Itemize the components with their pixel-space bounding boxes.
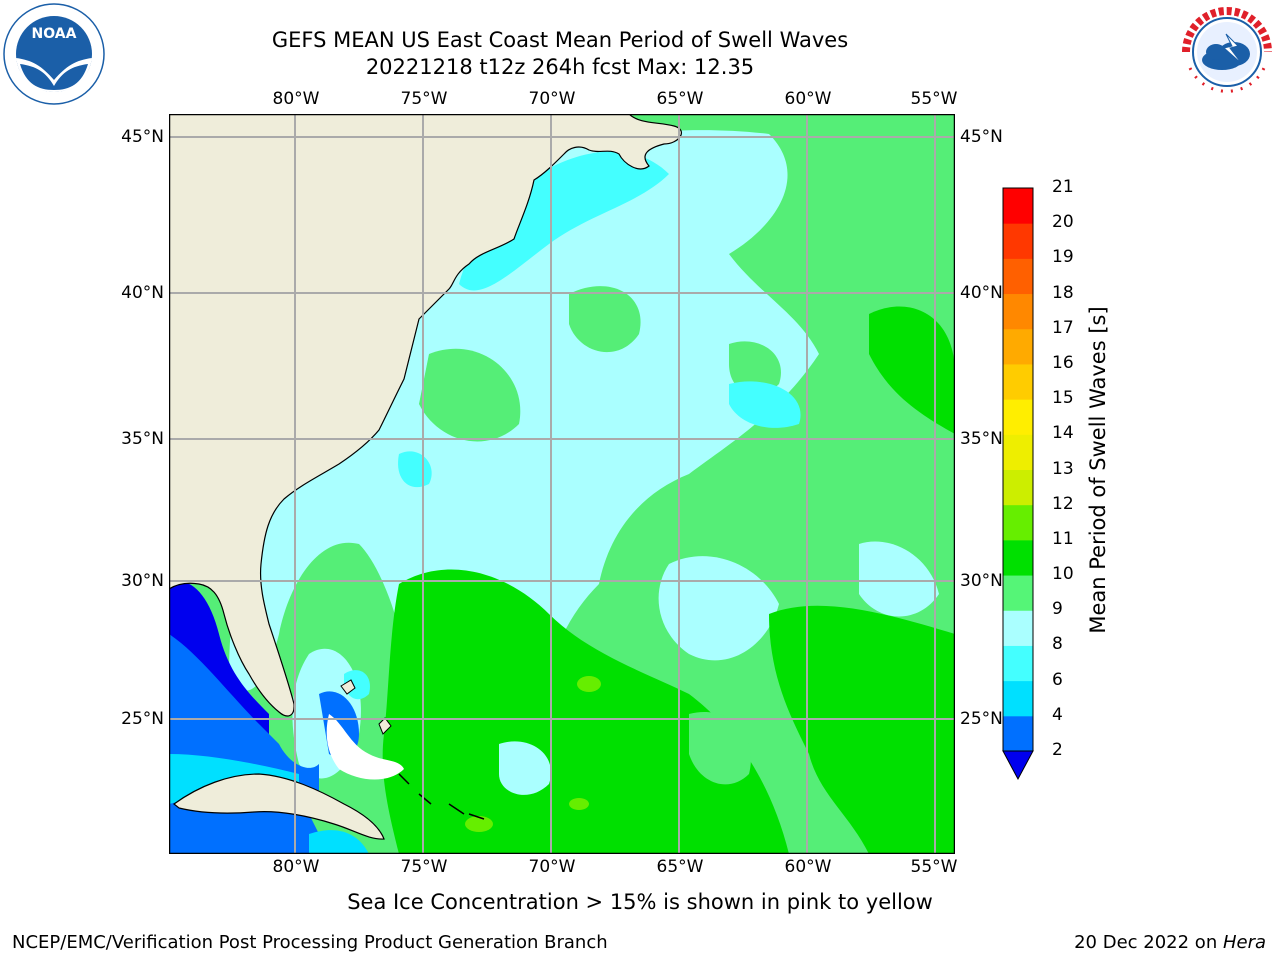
lat-label-right: 40°N bbox=[960, 283, 1003, 303]
colorbar-tick-label: 17 bbox=[1052, 317, 1074, 338]
colorbar-tick-label: 20 bbox=[1052, 212, 1074, 233]
lat-label-left: 25°N bbox=[121, 709, 164, 729]
colorbar-tick-label: 16 bbox=[1052, 352, 1074, 373]
swell-zone-8-9s bbox=[859, 541, 939, 617]
lon-label-top: 70°W bbox=[528, 89, 576, 109]
colorbar-swatch bbox=[1003, 469, 1033, 506]
lat-label-right: 30°N bbox=[960, 571, 1003, 591]
noaa-logo: NOAA bbox=[2, 2, 106, 110]
colorbar-tick-label: 18 bbox=[1052, 282, 1074, 303]
swell-zone-8-9s bbox=[229, 130, 819, 722]
lon-label-bottom: 60°W bbox=[784, 857, 832, 877]
footer-organization: NCEP/EMC/Verification Post Processing Pr… bbox=[12, 932, 608, 953]
colorbar-swatch bbox=[1003, 328, 1033, 365]
nws-logo bbox=[1176, 2, 1278, 106]
colorbar-tick-label: 10 bbox=[1052, 564, 1074, 585]
colorbar-tick-label: 19 bbox=[1052, 247, 1074, 268]
lat-label-right: 45°N bbox=[960, 127, 1003, 147]
colorbar-tick-label: 2 bbox=[1052, 740, 1063, 760]
swell-zone-9-10s bbox=[419, 348, 521, 442]
lon-label-bottom: 55°W bbox=[910, 857, 958, 877]
colorbar-under-arrow bbox=[1002, 750, 1034, 781]
lon-label-top: 65°W bbox=[656, 89, 704, 109]
colorbar-tick-label: 12 bbox=[1052, 493, 1074, 514]
noaa-logo-text: NOAA bbox=[32, 26, 77, 42]
swell-zone-blank bbox=[326, 714, 404, 780]
colorbar-swatch bbox=[1003, 223, 1033, 259]
lon-label-bottom: 80°W bbox=[272, 857, 320, 877]
swell-zone-6-8s bbox=[459, 151, 669, 291]
colorbar-swatch bbox=[1003, 680, 1033, 717]
swell-zone-9-10s bbox=[689, 712, 751, 785]
lat-label-right: 35°N bbox=[960, 429, 1003, 449]
colorbar-swatch bbox=[1003, 504, 1033, 541]
swell-zone-11-12s bbox=[577, 676, 601, 692]
footer-date: 20 Dec 2022 on Hera bbox=[1074, 932, 1266, 953]
chart-subtitle: 20221218 t12z 264h fcst Max: 12.35 bbox=[365, 55, 755, 79]
colorbar-tick-label: 8 bbox=[1052, 634, 1063, 655]
colorbar-tick-label: 4 bbox=[1052, 704, 1063, 725]
north-america-land bbox=[169, 114, 682, 717]
colorbar-swatch bbox=[1003, 363, 1033, 400]
colorbar-swatch bbox=[1003, 399, 1033, 435]
colorbar-swatch bbox=[1003, 575, 1033, 611]
cuba-land bbox=[173, 773, 385, 840]
colorbar-title: Mean Period of Swell Waves [s] bbox=[1086, 306, 1110, 634]
colorbar-swatch bbox=[1003, 434, 1033, 470]
swell-zone-8-9s bbox=[658, 556, 779, 661]
swell-zone-10-11s bbox=[869, 306, 955, 434]
lat-label-left: 40°N bbox=[121, 283, 164, 303]
lat-label-left: 35°N bbox=[121, 429, 164, 449]
lat-label-left: 45°N bbox=[121, 127, 164, 147]
swell-zone-9-10s bbox=[729, 341, 781, 395]
swell-zone-11-12s bbox=[465, 816, 493, 832]
colorbar-swatch bbox=[1003, 258, 1033, 295]
colorbar-swatch bbox=[1003, 188, 1033, 224]
colorbar-tick-label: 11 bbox=[1052, 528, 1074, 549]
swell-zone-11-12s bbox=[569, 798, 589, 810]
colorbar-tick-label: 9 bbox=[1052, 599, 1063, 620]
colorbar-swatch bbox=[1003, 610, 1033, 646]
swell-zone-10-11s bbox=[769, 605, 955, 854]
lon-label-top: 75°W bbox=[400, 89, 448, 109]
colorbar-tick-label: 15 bbox=[1052, 388, 1074, 409]
swell-zone-10-11s bbox=[382, 569, 789, 854]
colorbar-tick-label: 13 bbox=[1052, 458, 1074, 479]
colorbar-swatch bbox=[1003, 293, 1033, 330]
bahamas-island bbox=[340, 679, 356, 695]
lon-label-top: 80°W bbox=[272, 89, 320, 109]
lon-label-top: 55°W bbox=[910, 89, 958, 109]
lon-label-bottom: 65°W bbox=[656, 857, 704, 877]
colorbar-tick-label: 14 bbox=[1052, 423, 1074, 444]
colorbar-swatch bbox=[1003, 645, 1033, 682]
swell-zone-8-9s bbox=[499, 741, 551, 795]
swell-zone-4-6s bbox=[309, 830, 369, 854]
colorbar bbox=[1002, 187, 1034, 781]
bahamas-island bbox=[398, 773, 485, 820]
swell-zone-6-8s bbox=[729, 381, 801, 428]
footer-machine: Hera bbox=[1222, 932, 1266, 953]
colorbar-tick-label: 6 bbox=[1052, 669, 1063, 690]
graticule bbox=[169, 114, 955, 854]
colorbar-tick-label: 21 bbox=[1052, 177, 1074, 197]
sea-ice-caption: Sea Ice Concentration > 15% is shown in … bbox=[347, 890, 933, 914]
swell-zone-9-10s bbox=[569, 286, 641, 353]
colorbar-swatch bbox=[1003, 539, 1033, 576]
lon-label-bottom: 70°W bbox=[528, 857, 576, 877]
colorbar-swatch bbox=[1003, 715, 1033, 752]
lat-label-left: 30°N bbox=[121, 571, 164, 591]
lon-label-top: 60°W bbox=[784, 89, 832, 109]
chart-title: GEFS MEAN US East Coast Mean Period of S… bbox=[271, 28, 849, 52]
lat-label-right: 25°N bbox=[960, 709, 1003, 729]
swell-period-map bbox=[169, 114, 955, 854]
lon-label-bottom: 75°W bbox=[400, 857, 448, 877]
